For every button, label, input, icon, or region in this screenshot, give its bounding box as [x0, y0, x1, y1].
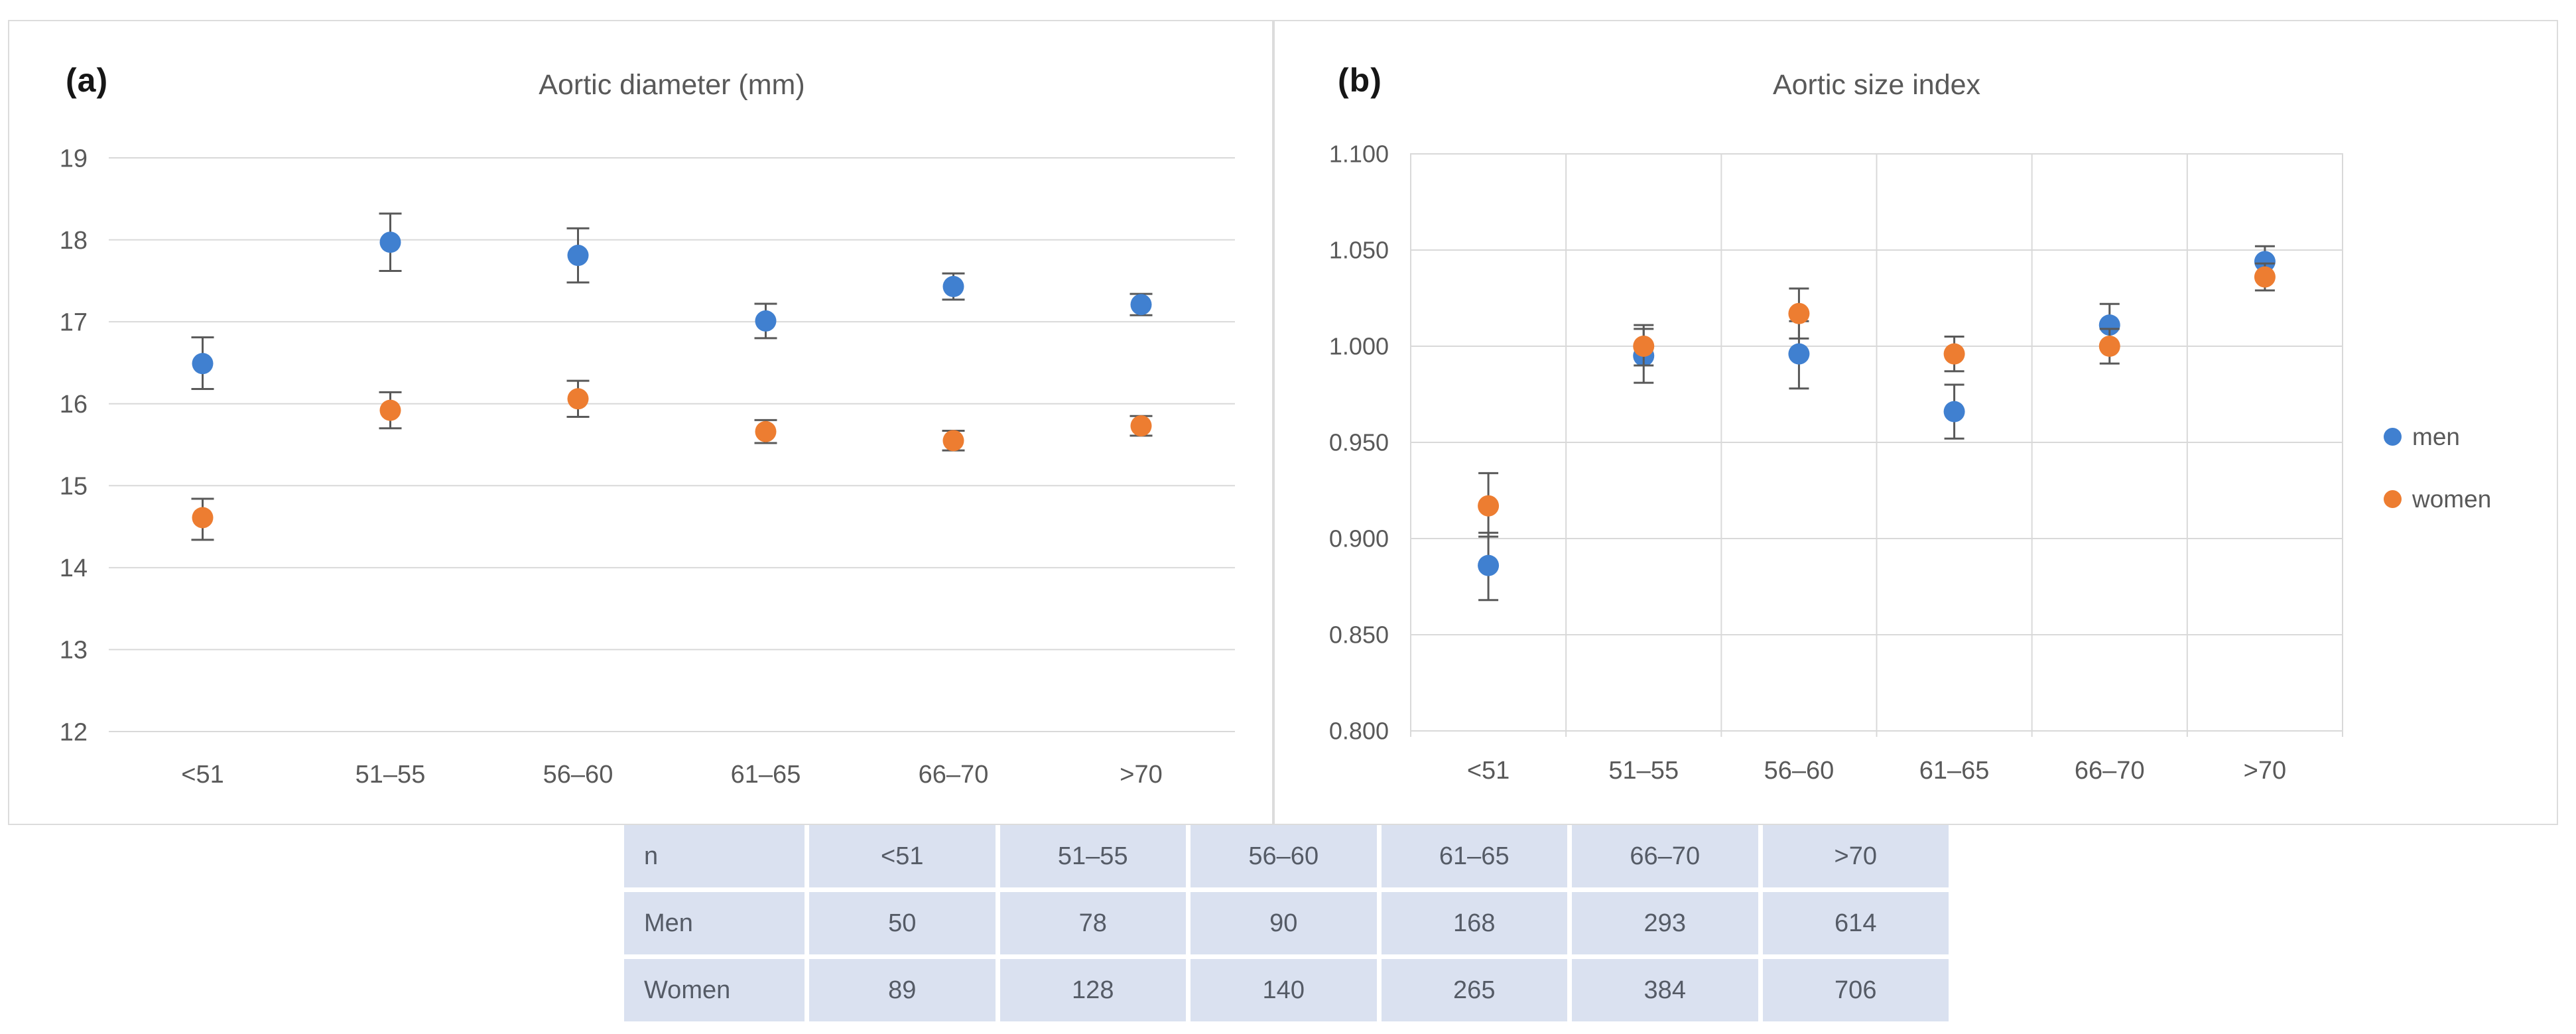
- data-point-men: [942, 276, 964, 298]
- table-header-cell: n: [624, 825, 805, 887]
- table-cell: 50: [809, 892, 996, 954]
- x-category-label: 56–60: [1764, 757, 1835, 785]
- y-tick-label: 18: [60, 227, 88, 255]
- data-point-women: [755, 420, 777, 442]
- table-header-cell: 66–70: [1572, 825, 1758, 887]
- data-point-women: [567, 388, 589, 410]
- data-point-men: [567, 245, 589, 267]
- plot-border: [1410, 153, 2343, 732]
- x-category-label: >70: [1120, 761, 1162, 789]
- table-cell: 90: [1191, 892, 1377, 954]
- x-category-label: 51–55: [1608, 757, 1679, 785]
- y-tick-label: 1.000: [1329, 333, 1389, 360]
- data-point-women: [1943, 343, 1965, 365]
- x-category-label: <51: [1467, 757, 1510, 785]
- table-cell: 706: [1762, 959, 1949, 1021]
- data-point-men: [755, 310, 777, 332]
- y-tick-label: 19: [60, 145, 88, 172]
- data-point-women: [2098, 336, 2120, 357]
- table-cell: 89: [809, 959, 996, 1021]
- y-tick-label: 0.950: [1329, 429, 1389, 456]
- data-point-men: [1943, 401, 1965, 422]
- y-tick-label: 12: [60, 718, 88, 746]
- data-point-men: [379, 231, 401, 253]
- data-point-women: [1478, 495, 1500, 517]
- legend-label-men: men: [2412, 422, 2460, 450]
- counts-table: n <51 51–55 56–60 61–65 66–70 >70 Men 50…: [624, 825, 1949, 1021]
- table-cell: 128: [999, 959, 1186, 1021]
- legend-item-women: women: [2384, 484, 2491, 513]
- data-point-men: [1788, 343, 1810, 365]
- y-tick-label: 17: [60, 308, 88, 336]
- aortic-diameter-title: Aortic diameter (mm): [539, 69, 805, 101]
- y-tick-label: 16: [60, 391, 88, 419]
- table-cell: 265: [1381, 959, 1567, 1021]
- panel-a-tag: (a): [66, 62, 109, 99]
- table-row-label: Men: [624, 892, 805, 954]
- women-series-dot-icon: [2384, 489, 2402, 508]
- x-category-label: >70: [2244, 757, 2286, 785]
- x-category-label: <51: [181, 761, 224, 789]
- data-point-women: [1633, 336, 1655, 357]
- panel-aortic-diameter: (a) Aortic diameter (mm) 12 13 14 15 16 17 18 1…: [8, 20, 1273, 825]
- data-point-men: [192, 353, 214, 375]
- panel-b-tag: (b): [1338, 62, 1382, 99]
- data-point-women: [192, 507, 214, 529]
- table-header-cell: <51: [809, 825, 996, 887]
- table-header-cell: 61–65: [1381, 825, 1567, 887]
- table-cell: 78: [999, 892, 1186, 954]
- data-point-women: [942, 430, 964, 452]
- y-tick-label: 14: [60, 554, 88, 582]
- legend-label-women: women: [2412, 485, 2492, 513]
- table-header-cell: 51–55: [999, 825, 1186, 887]
- y-tick-label: 1.100: [1329, 141, 1389, 168]
- table-header-cell: 56–60: [1191, 825, 1377, 887]
- y-tick-label: 1.050: [1329, 237, 1389, 264]
- data-point-women: [379, 399, 401, 421]
- table-cell: 293: [1572, 892, 1758, 954]
- table-cell: 384: [1572, 959, 1758, 1021]
- data-point-men: [2098, 314, 2120, 336]
- x-category-label: 51–55: [355, 761, 426, 789]
- data-point-men: [1130, 294, 1152, 316]
- data-point-men: [2254, 251, 2276, 273]
- y-tick-label: 0.800: [1329, 718, 1389, 745]
- x-category-label: 61–65: [731, 761, 801, 789]
- y-tick-label: 0.900: [1329, 525, 1389, 552]
- aortic-size-index-title: Aortic size index: [1772, 69, 1981, 101]
- panel-aortic-size-index: (b) Aortic size index 0.800 0.850 0.900 0.9…: [1273, 20, 2558, 825]
- data-point-women: [1130, 415, 1152, 437]
- y-tick-label: 15: [60, 473, 88, 501]
- x-category-label: 56–60: [543, 761, 613, 789]
- men-series-dot-icon: [2384, 427, 2402, 446]
- aortic-size-index-chart: 0.800 0.850 0.900 0.950 1.000 1.050 1.100 <51 51…: [1329, 141, 2343, 785]
- legend: men women: [2384, 422, 2491, 513]
- data-point-women: [1788, 302, 1810, 324]
- x-category-label: 66–70: [2075, 757, 2145, 785]
- x-category-label: 61–65: [1919, 757, 1990, 785]
- y-tick-label: 0.850: [1329, 621, 1389, 649]
- table-cell: 614: [1762, 892, 1949, 954]
- table-header-cell: >70: [1762, 825, 1949, 887]
- legend-item-men: men: [2384, 422, 2491, 451]
- table-cell: 140: [1191, 959, 1377, 1021]
- x-category-label: 66–70: [919, 761, 989, 789]
- table-cell: 168: [1381, 892, 1567, 954]
- aortic-diameter-chart: 12 13 14 15 16 17 18 19 <51 51–55 56–60 61–65 66–70 >…: [60, 145, 1235, 789]
- y-tick-label: 13: [60, 637, 88, 665]
- data-point-women: [2254, 266, 2276, 288]
- table-row-label: Women: [624, 959, 805, 1021]
- data-point-men: [1478, 554, 1500, 576]
